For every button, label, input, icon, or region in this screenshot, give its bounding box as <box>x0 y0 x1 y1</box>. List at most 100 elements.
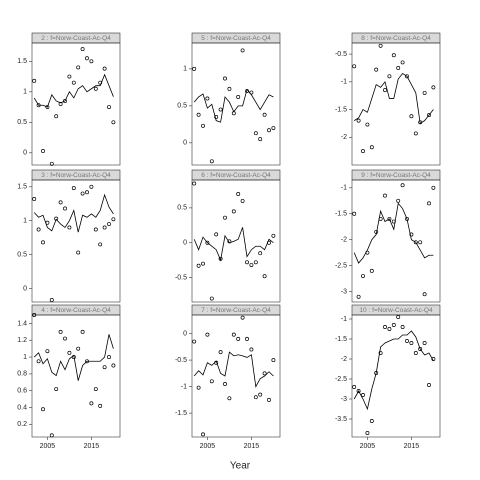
x-tick-label: 2005 <box>40 443 56 450</box>
data-point <box>245 260 249 265</box>
data-point <box>80 47 85 52</box>
data-point <box>41 407 45 412</box>
data-point <box>223 382 227 386</box>
data-point <box>63 98 67 103</box>
panel-frame <box>191 42 281 166</box>
data-point <box>54 387 59 391</box>
y-tick-label: -2.5 <box>335 376 347 383</box>
panel-title: 9 : f=Norw-Coast-Ac-Q4 <box>361 172 431 179</box>
data-point <box>80 191 85 196</box>
y-tick-label: -3 <box>341 288 347 295</box>
panel-frame <box>31 42 121 166</box>
data-point <box>387 216 392 221</box>
y-tick-label: 0 <box>183 330 187 337</box>
data-point <box>262 112 267 117</box>
data-point <box>391 53 396 58</box>
data-point <box>196 112 201 117</box>
panel-title: 10 : f=Norw-Coast-Ac-Q4 <box>359 307 433 314</box>
y-tick-label: 1.4 <box>17 320 27 327</box>
y-tick-label: 0.8 <box>17 371 27 378</box>
y-tick-label: 1 <box>23 89 27 96</box>
data-point <box>71 186 76 191</box>
data-point <box>405 74 409 79</box>
data-point <box>352 64 357 69</box>
data-point <box>253 395 258 400</box>
data-point <box>422 292 427 297</box>
x-tick-label: 2015 <box>404 443 420 450</box>
data-point <box>93 86 98 91</box>
y-tick-label: 0.4 <box>17 404 27 411</box>
data-point <box>192 339 197 344</box>
data-point <box>36 359 41 364</box>
panel-title: 7 : f=Norw-Coast-Ac-Q4 <box>201 307 271 314</box>
data-point <box>223 76 227 81</box>
y-tick-label: 0 <box>23 285 27 292</box>
data-point <box>383 193 387 198</box>
panel-frame <box>191 314 281 438</box>
data-point <box>271 233 276 238</box>
data-point <box>89 401 94 406</box>
panel-frame <box>351 314 441 438</box>
panel-frame <box>191 179 281 303</box>
data-point <box>89 59 94 64</box>
panel-frame <box>31 179 121 303</box>
data-point <box>54 114 59 119</box>
data-point <box>369 145 374 150</box>
data-point <box>214 114 219 119</box>
fit-line <box>33 334 114 381</box>
panel-frame <box>31 314 121 438</box>
y-tick-label: -0.5 <box>175 274 187 281</box>
y-tick-label: 0 <box>23 150 27 157</box>
data-point <box>258 392 263 397</box>
fit-line <box>33 73 114 108</box>
y-tick-label: -2 <box>341 356 347 363</box>
data-point <box>49 433 54 438</box>
y-tick-label: 1 <box>23 218 27 225</box>
data-point <box>93 227 98 232</box>
y-tick-label: -1.5 <box>175 410 187 417</box>
data-point <box>400 60 405 65</box>
data-point <box>387 327 392 331</box>
fit-line <box>353 330 434 411</box>
data-point <box>111 120 116 125</box>
y-tick-label: -1 <box>181 383 187 390</box>
data-point <box>236 95 241 99</box>
data-point <box>240 198 245 203</box>
data-point <box>383 325 387 329</box>
data-point <box>356 294 361 299</box>
data-point <box>240 48 245 53</box>
data-point <box>218 350 223 355</box>
data-point <box>258 137 263 142</box>
data-point <box>76 346 81 351</box>
data-point <box>196 263 201 268</box>
data-point <box>111 217 116 222</box>
data-point <box>209 296 214 301</box>
data-point <box>396 315 401 319</box>
data-point <box>271 358 276 363</box>
data-point <box>209 159 214 164</box>
y-tick-label: 0.5 <box>17 251 27 258</box>
data-point <box>111 363 116 368</box>
data-point <box>262 274 267 279</box>
data-point <box>409 114 414 119</box>
data-point <box>361 149 365 154</box>
x-axis-label: Year <box>230 461 251 472</box>
data-point <box>49 161 54 166</box>
data-point <box>80 329 85 334</box>
panel-title: 3 : f=Norw-Coast-Ac-Q4 <box>41 172 111 179</box>
fit-line <box>193 227 274 262</box>
data-point <box>227 396 232 401</box>
data-point <box>201 261 205 266</box>
data-point <box>89 184 94 189</box>
data-point <box>41 240 45 245</box>
panel-frame <box>351 42 441 166</box>
fit-line <box>353 72 434 125</box>
data-point <box>85 190 89 195</box>
data-point <box>418 347 423 351</box>
data-point <box>63 336 67 341</box>
data-point <box>413 351 418 355</box>
data-point <box>400 325 405 329</box>
x-tick-label: 2015 <box>84 443 100 450</box>
data-point <box>63 206 67 211</box>
y-tick-label: -1 <box>341 185 347 192</box>
